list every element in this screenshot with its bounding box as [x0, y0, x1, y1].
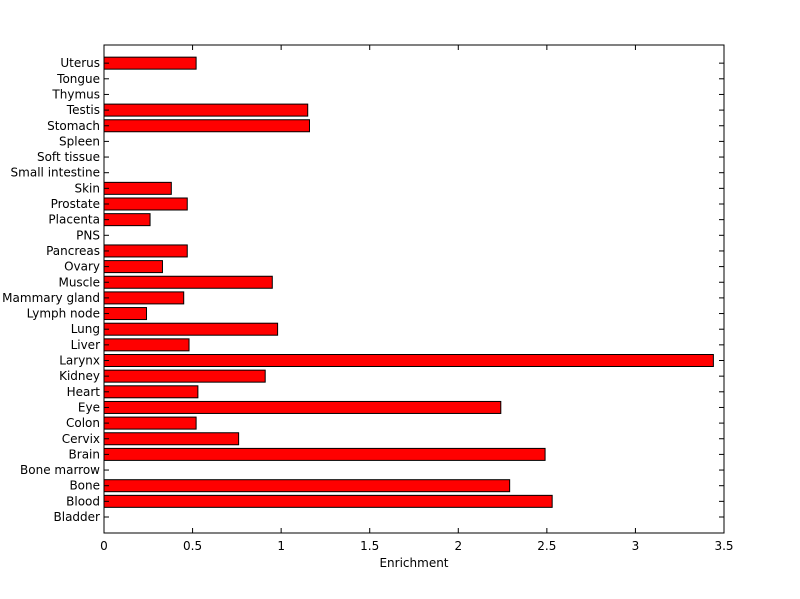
y-tick-label: Uterus — [60, 56, 100, 70]
x-axis-label: Enrichment — [379, 556, 448, 570]
bar-colon — [103, 416, 197, 430]
x-tick-label: 0 — [100, 539, 108, 553]
bar-placenta — [103, 213, 151, 227]
bar-brain — [103, 447, 546, 461]
y-tick-label: Pancreas — [46, 244, 100, 258]
y-tick-label: Eye — [78, 400, 100, 414]
bar-prostate — [103, 197, 188, 211]
x-tick-label: 2.5 — [537, 539, 556, 553]
y-tick-label: Tongue — [56, 72, 100, 86]
y-tick-label: Cervix — [62, 432, 100, 446]
bar-kidney — [103, 369, 266, 383]
y-tick-label: Placenta — [48, 213, 100, 227]
y-tick-label: Bladder — [54, 510, 101, 524]
y-tick-label: Muscle — [58, 275, 100, 289]
y-tick-label: PNS — [76, 228, 100, 242]
bar-bone — [103, 479, 511, 493]
bar-uterus — [103, 56, 197, 70]
bar-heart — [103, 385, 199, 399]
y-tick-label: Brain — [69, 447, 100, 461]
y-tick-label: Stomach — [47, 119, 100, 133]
y-tick-label: Larynx — [59, 354, 100, 368]
y-tick-label: Lymph node — [27, 307, 100, 321]
bar-cervix — [103, 432, 240, 446]
bar-stomach — [103, 119, 310, 133]
y-tick-label: Colon — [66, 416, 100, 430]
bars-group — [103, 56, 714, 508]
x-tick-label: 2 — [454, 539, 462, 553]
y-tick-label: Bone — [69, 479, 100, 493]
x-tick-label: 0.5 — [183, 539, 202, 553]
bar-muscle — [103, 275, 273, 289]
bar-eye — [103, 400, 502, 414]
y-tick-label: Mammary gland — [2, 291, 100, 305]
bar-larynx — [103, 354, 714, 367]
bar-pancreas — [103, 244, 188, 258]
y-tick-label: Bone marrow — [20, 463, 100, 477]
y-tick-label: Liver — [71, 338, 101, 352]
bar-blood — [103, 494, 553, 508]
bar-lymph-node — [103, 307, 148, 321]
y-tick-label: Skin — [74, 181, 100, 195]
y-tick-label: Kidney — [59, 369, 100, 383]
bar-lung — [103, 322, 279, 336]
ticks-group — [103, 45, 725, 533]
bar-skin — [103, 181, 172, 195]
y-tick-label: Small intestine — [11, 166, 100, 180]
bar-ovary — [103, 260, 163, 274]
y-tick-label: Testis — [66, 103, 100, 117]
y-tick-label: Lung — [71, 322, 100, 336]
x-tick-label: 3.5 — [714, 539, 733, 553]
y-tick-label: Blood — [66, 494, 100, 508]
x-tick-label: 1.5 — [360, 539, 379, 553]
y-tick-label: Thymus — [51, 87, 100, 101]
y-tick-label: Ovary — [64, 260, 100, 274]
y-tick-label: Heart — [67, 385, 101, 399]
y-tick-label: Prostate — [51, 197, 100, 211]
x-tick-label: 3 — [632, 539, 640, 553]
y-tick-label: Soft tissue — [37, 150, 100, 164]
y-tick-label: Spleen — [59, 134, 100, 148]
plot-frame — [103, 44, 725, 534]
bar-mammary-gland — [103, 291, 185, 305]
x-tick-label: 1 — [277, 539, 285, 553]
bar-liver — [103, 338, 190, 352]
bar-testis — [103, 103, 309, 117]
